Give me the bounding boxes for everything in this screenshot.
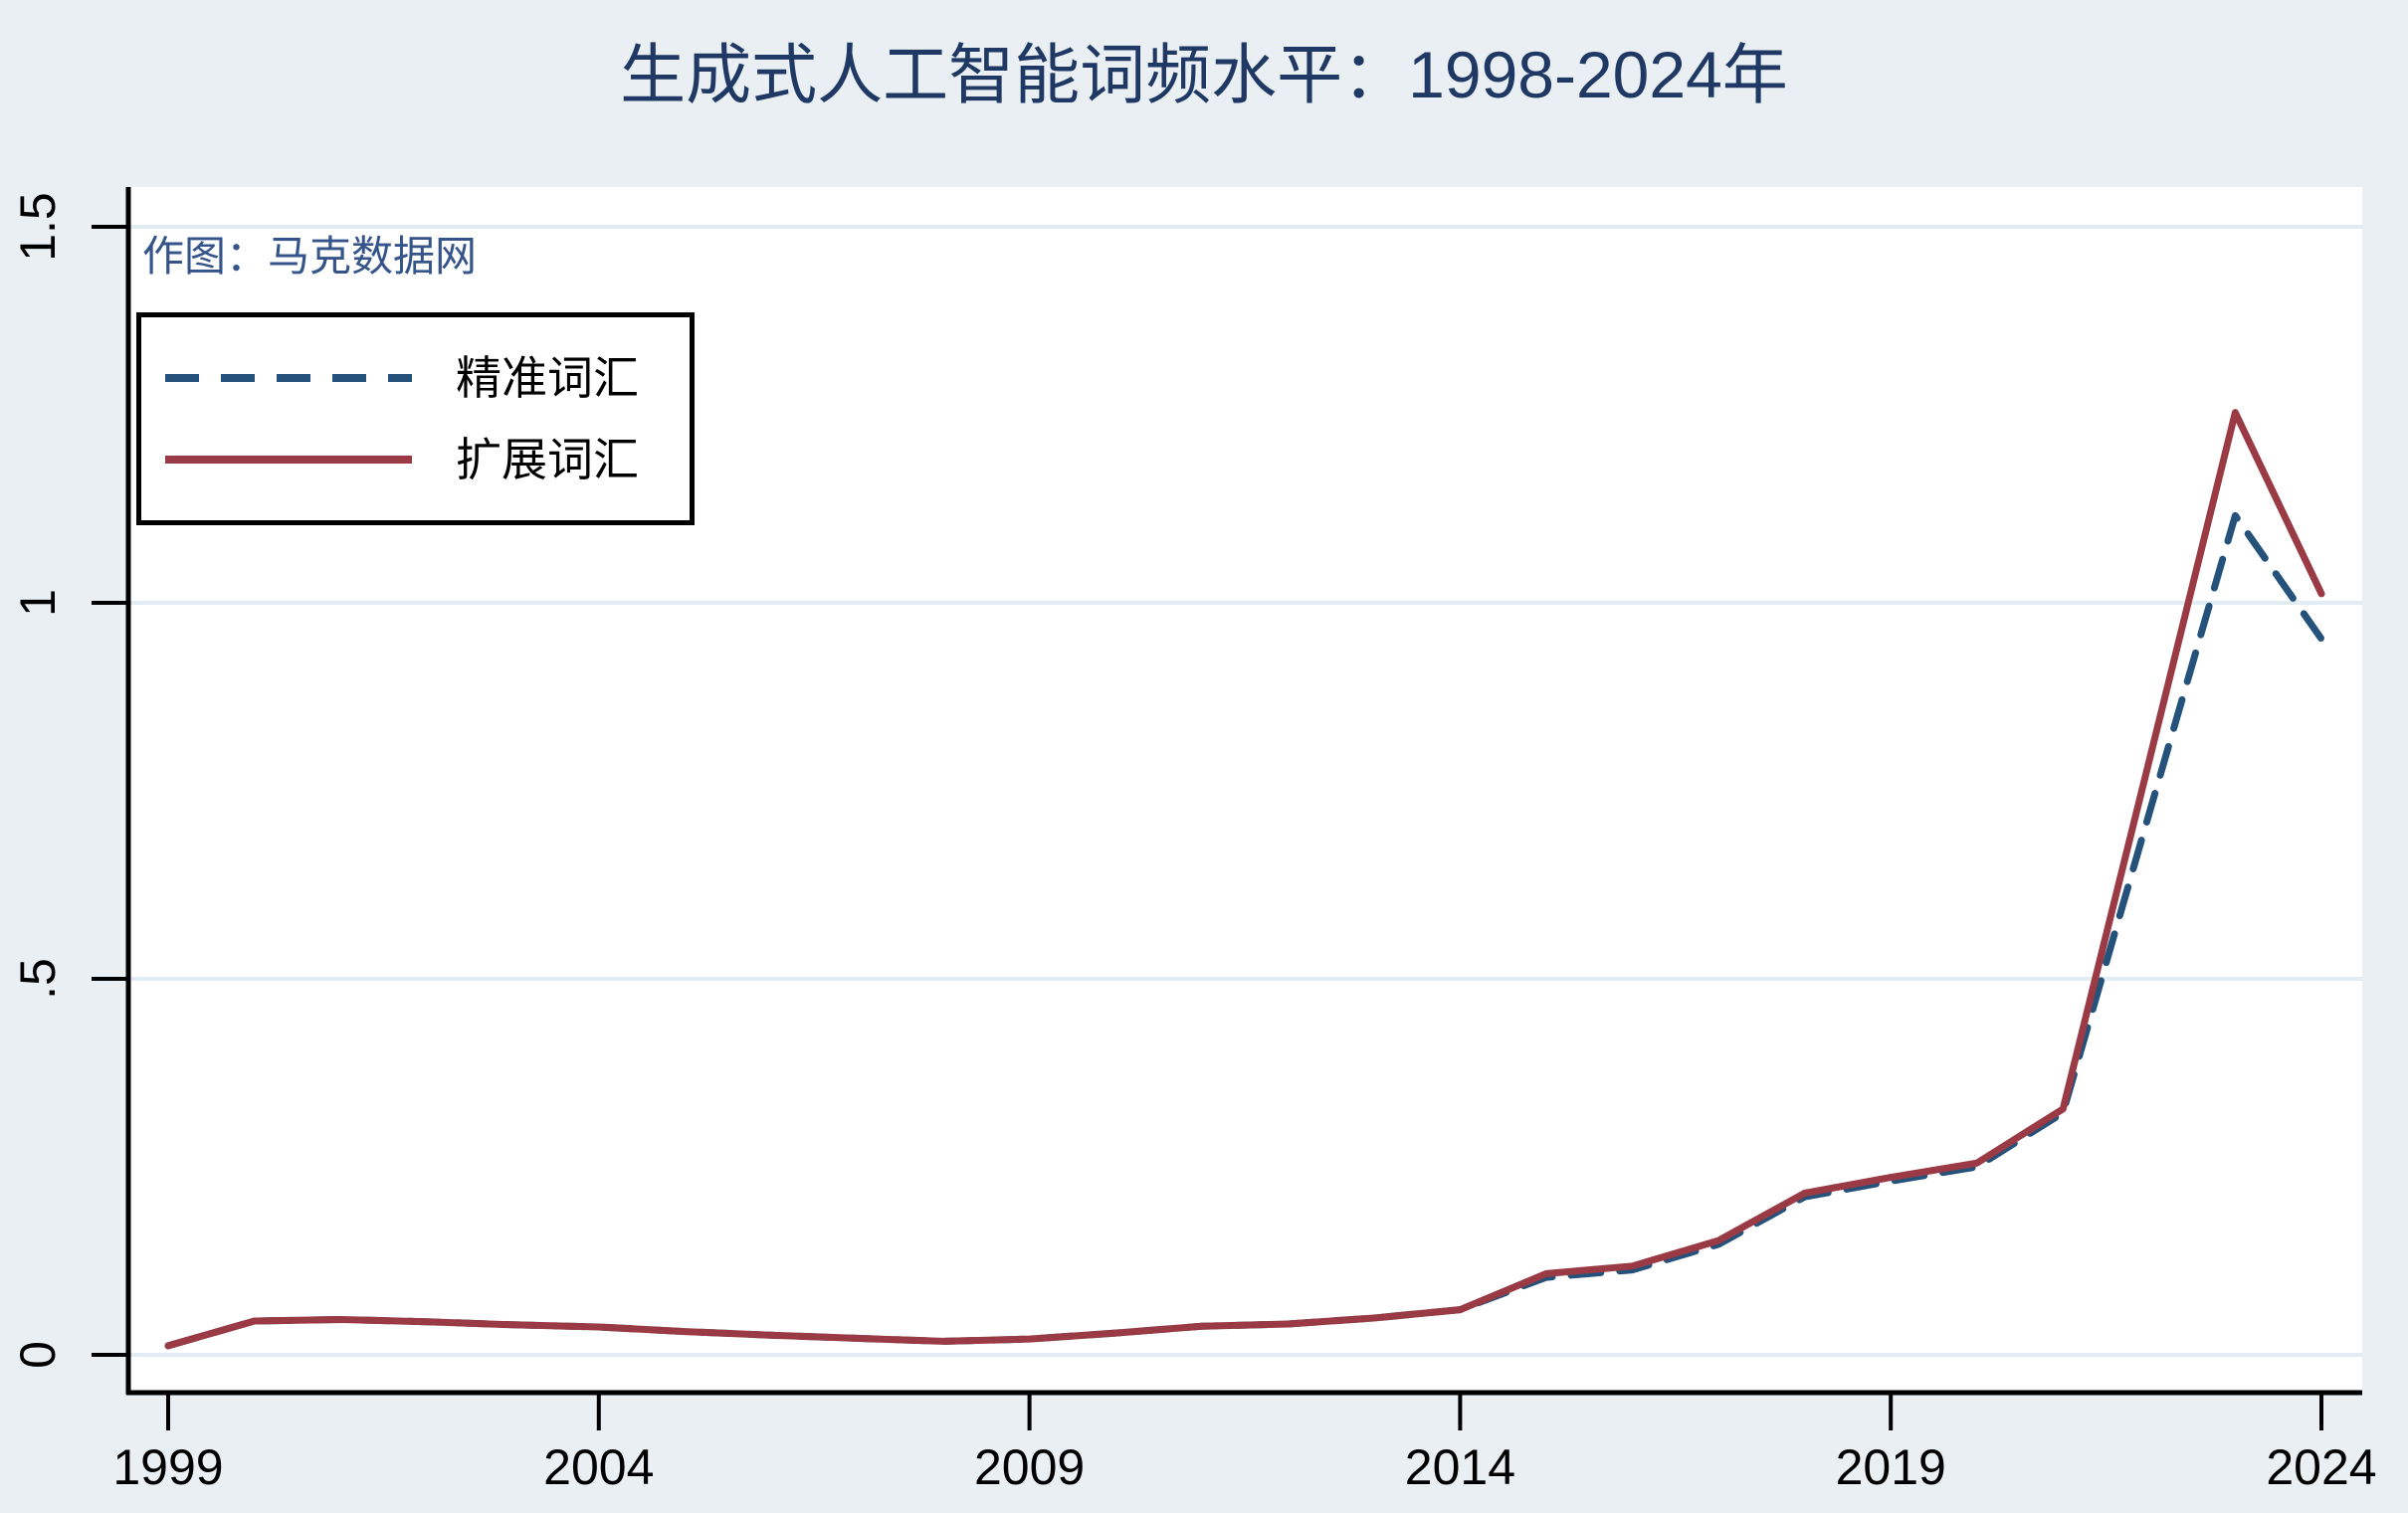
chart-title: 生成式人工智能词频水平：1998-2024年	[620, 38, 1788, 111]
y-tick-label: 0	[10, 1341, 66, 1369]
legend-label-expanded: 扩展词汇	[456, 434, 639, 485]
legend-row-expanded: 扩展词汇	[165, 437, 690, 482]
legend-key-solid-line	[165, 456, 412, 464]
legend-key-dashed-line	[165, 374, 412, 382]
x-tick-label: 1999	[112, 1439, 223, 1495]
chart-note: 作图：马克数据网	[142, 233, 478, 280]
x-tick-label: 2009	[974, 1439, 1085, 1495]
legend-box: 精准词汇 扩展词汇	[136, 312, 695, 525]
x-tick-label: 2004	[543, 1439, 654, 1495]
x-tick-label: 2019	[1836, 1439, 1946, 1495]
y-tick-label: 1	[10, 589, 66, 617]
y-tick-label: 1.5	[10, 192, 66, 262]
y-tick-label: .5	[10, 958, 66, 1000]
x-tick-label: 2014	[1405, 1439, 1515, 1495]
legend-label-precise: 精准词汇	[456, 352, 639, 404]
x-tick-label: 2024	[2266, 1439, 2376, 1495]
series-line-expanded-terms	[164, 409, 2325, 1350]
legend-row-precise: 精准词汇	[165, 355, 690, 401]
